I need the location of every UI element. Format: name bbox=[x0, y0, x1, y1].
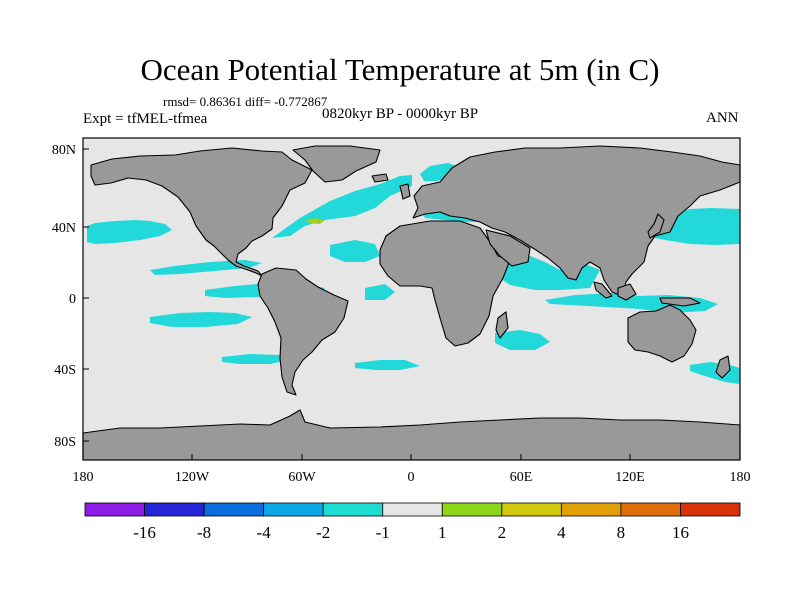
map-title: Ocean Potential Temperature at 5m (in C) bbox=[140, 52, 660, 87]
land-new-zealand bbox=[715, 355, 731, 379]
experiment-label: Expt = tfMEL-tfmea bbox=[83, 111, 208, 127]
colorbar-label-1: -8 bbox=[197, 523, 211, 542]
land-australia bbox=[627, 304, 697, 363]
land-madagascar bbox=[495, 311, 509, 339]
x-label-180w: 180 bbox=[73, 470, 94, 485]
colorbar-label-9: 16 bbox=[672, 523, 689, 542]
anomaly-north-atlantic bbox=[272, 175, 412, 238]
colorbar-box-9 bbox=[620, 502, 681, 517]
colorbar-box-7 bbox=[501, 502, 562, 517]
land-iceland bbox=[371, 173, 389, 183]
land-masses bbox=[82, 145, 741, 461]
y-axis-labels: 80N 40N 0 40S 80S bbox=[52, 143, 76, 450]
land-borneo bbox=[617, 283, 637, 301]
colorbar-box-4 bbox=[322, 502, 384, 517]
anomaly-south-pacific bbox=[150, 312, 252, 327]
land-antarctica bbox=[82, 409, 741, 461]
land-japan bbox=[647, 213, 665, 239]
anomaly-north-pacific-west bbox=[87, 220, 172, 244]
land-sumatra bbox=[593, 281, 613, 299]
colorbar: -16 -8 -4 -2 -1 1 2 4 8 16 bbox=[84, 502, 741, 542]
colorbar-label-2: -4 bbox=[257, 523, 272, 542]
anomaly-southern-ocean-b bbox=[355, 360, 420, 370]
x-label-120w: 120W bbox=[175, 470, 210, 485]
period-label: 0820kyr BP - 0000kyr BP bbox=[322, 106, 479, 122]
y-axis-ticks bbox=[83, 148, 89, 442]
y-label-0: 0 bbox=[69, 292, 76, 307]
x-label-60w: 60W bbox=[288, 470, 316, 485]
land-greenland bbox=[292, 145, 381, 183]
anomaly-south-indian bbox=[495, 330, 550, 350]
colorbar-box-3 bbox=[263, 502, 324, 517]
anomaly-east-atlantic-equator bbox=[365, 284, 395, 300]
colorbar-box-1 bbox=[144, 502, 205, 517]
colorbar-label-4: -1 bbox=[376, 523, 390, 542]
colorbar-label-3: -2 bbox=[316, 523, 330, 542]
season-label: ANN bbox=[706, 110, 739, 126]
colorbar-box-5 bbox=[382, 502, 443, 517]
x-axis-ticks bbox=[82, 454, 741, 460]
y-label-40n: 40N bbox=[52, 221, 76, 236]
anomaly-warm-gulf-stream bbox=[305, 218, 325, 224]
colorbar-label-7: 4 bbox=[557, 523, 566, 542]
colorbar-box-8 bbox=[560, 502, 622, 517]
land-uk bbox=[399, 183, 411, 200]
colorbar-box-0 bbox=[84, 502, 145, 517]
land-arabia bbox=[485, 229, 531, 267]
colorbar-label-5: 1 bbox=[438, 523, 447, 542]
colorbar-label-0: -16 bbox=[133, 523, 156, 542]
anomaly-atlantic-tropics bbox=[330, 240, 380, 262]
y-label-80s: 80S bbox=[54, 435, 76, 450]
land-new-guinea bbox=[659, 297, 701, 307]
x-label-180e: 180 bbox=[730, 470, 751, 485]
x-axis-labels: 180 120W 60W 0 60E 120E 180 bbox=[73, 470, 751, 485]
colorbar-label-6: 2 bbox=[498, 523, 507, 542]
stats-text: rmsd= 0.86361 diff= -0.772867 bbox=[163, 94, 328, 109]
colorbar-box-10 bbox=[680, 502, 741, 517]
x-label-120e: 120E bbox=[615, 470, 645, 485]
land-south-america bbox=[257, 267, 349, 396]
land-north-america bbox=[90, 147, 313, 277]
anomaly-southern-ocean-a bbox=[222, 354, 290, 364]
colorbar-box-6 bbox=[441, 502, 503, 517]
y-label-40s: 40S bbox=[54, 363, 76, 378]
colorbar-label-8: 8 bbox=[617, 523, 626, 542]
x-label-0: 0 bbox=[408, 470, 415, 485]
colorbar-box-2 bbox=[203, 502, 265, 517]
x-label-60e: 60E bbox=[510, 470, 533, 485]
land-africa bbox=[379, 220, 511, 347]
y-label-80n: 80N bbox=[52, 143, 76, 158]
land-eurasia bbox=[412, 145, 741, 297]
